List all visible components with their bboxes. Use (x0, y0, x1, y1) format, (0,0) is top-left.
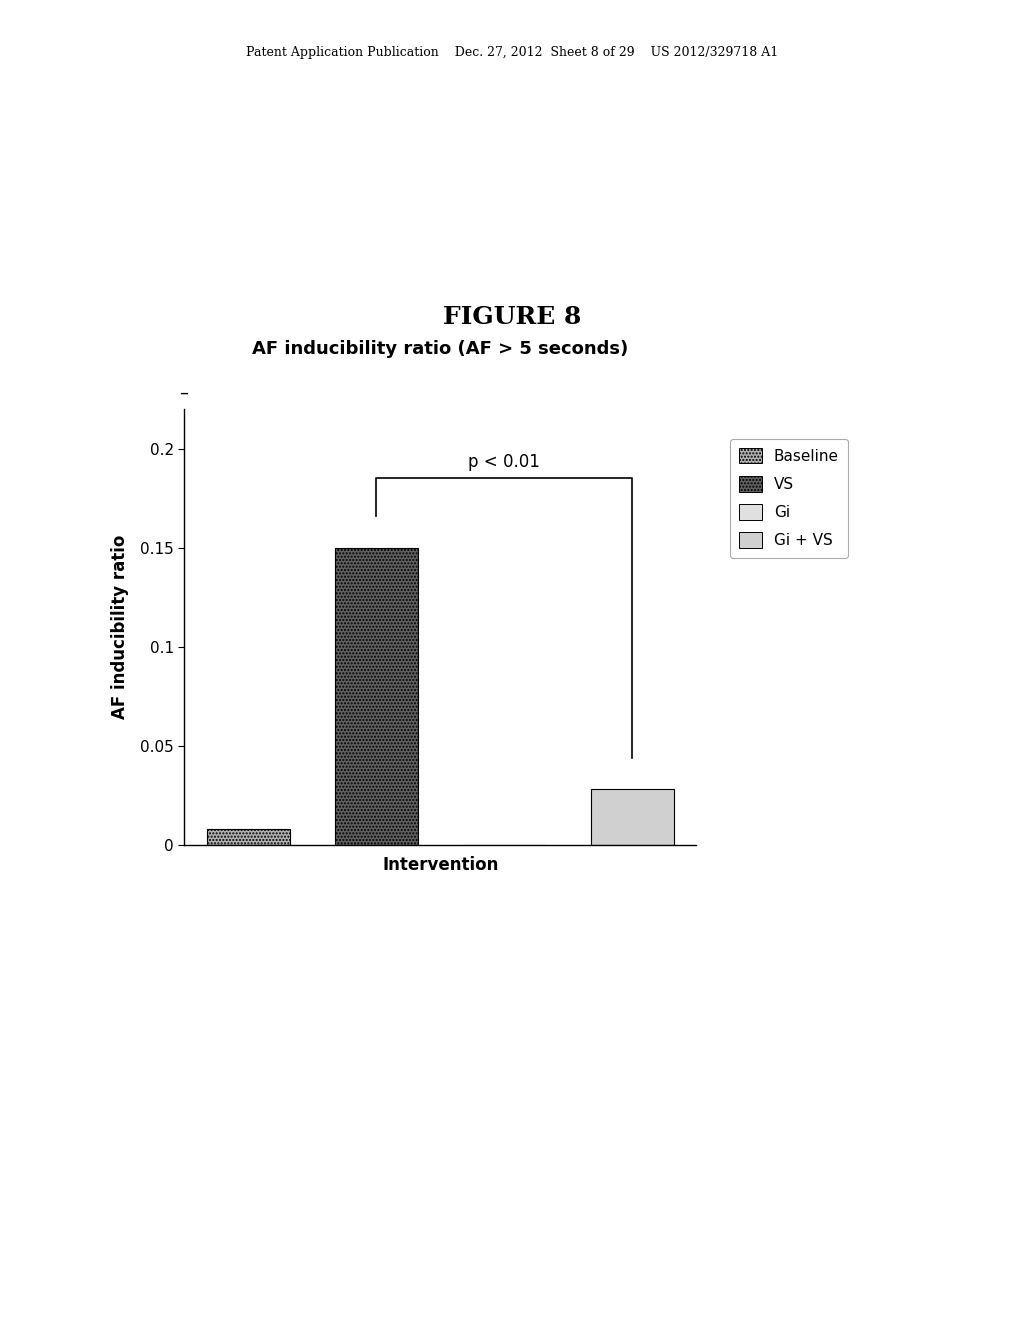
X-axis label: Intervention: Intervention (382, 855, 499, 874)
Text: –: – (179, 383, 188, 401)
Legend: Baseline, VS, Gi, Gi + VS: Baseline, VS, Gi, Gi + VS (729, 438, 848, 557)
Bar (335, 548, 418, 845)
Text: FIGURE 8: FIGURE 8 (442, 305, 582, 329)
Y-axis label: AF inducibility ratio: AF inducibility ratio (111, 535, 129, 719)
Bar (591, 789, 674, 845)
Bar (207, 829, 290, 845)
Title: AF inducibility ratio (AF > 5 seconds): AF inducibility ratio (AF > 5 seconds) (252, 339, 629, 358)
Text: Patent Application Publication    Dec. 27, 2012  Sheet 8 of 29    US 2012/329718: Patent Application Publication Dec. 27, … (246, 46, 778, 59)
Text: p < 0.01: p < 0.01 (468, 453, 541, 470)
